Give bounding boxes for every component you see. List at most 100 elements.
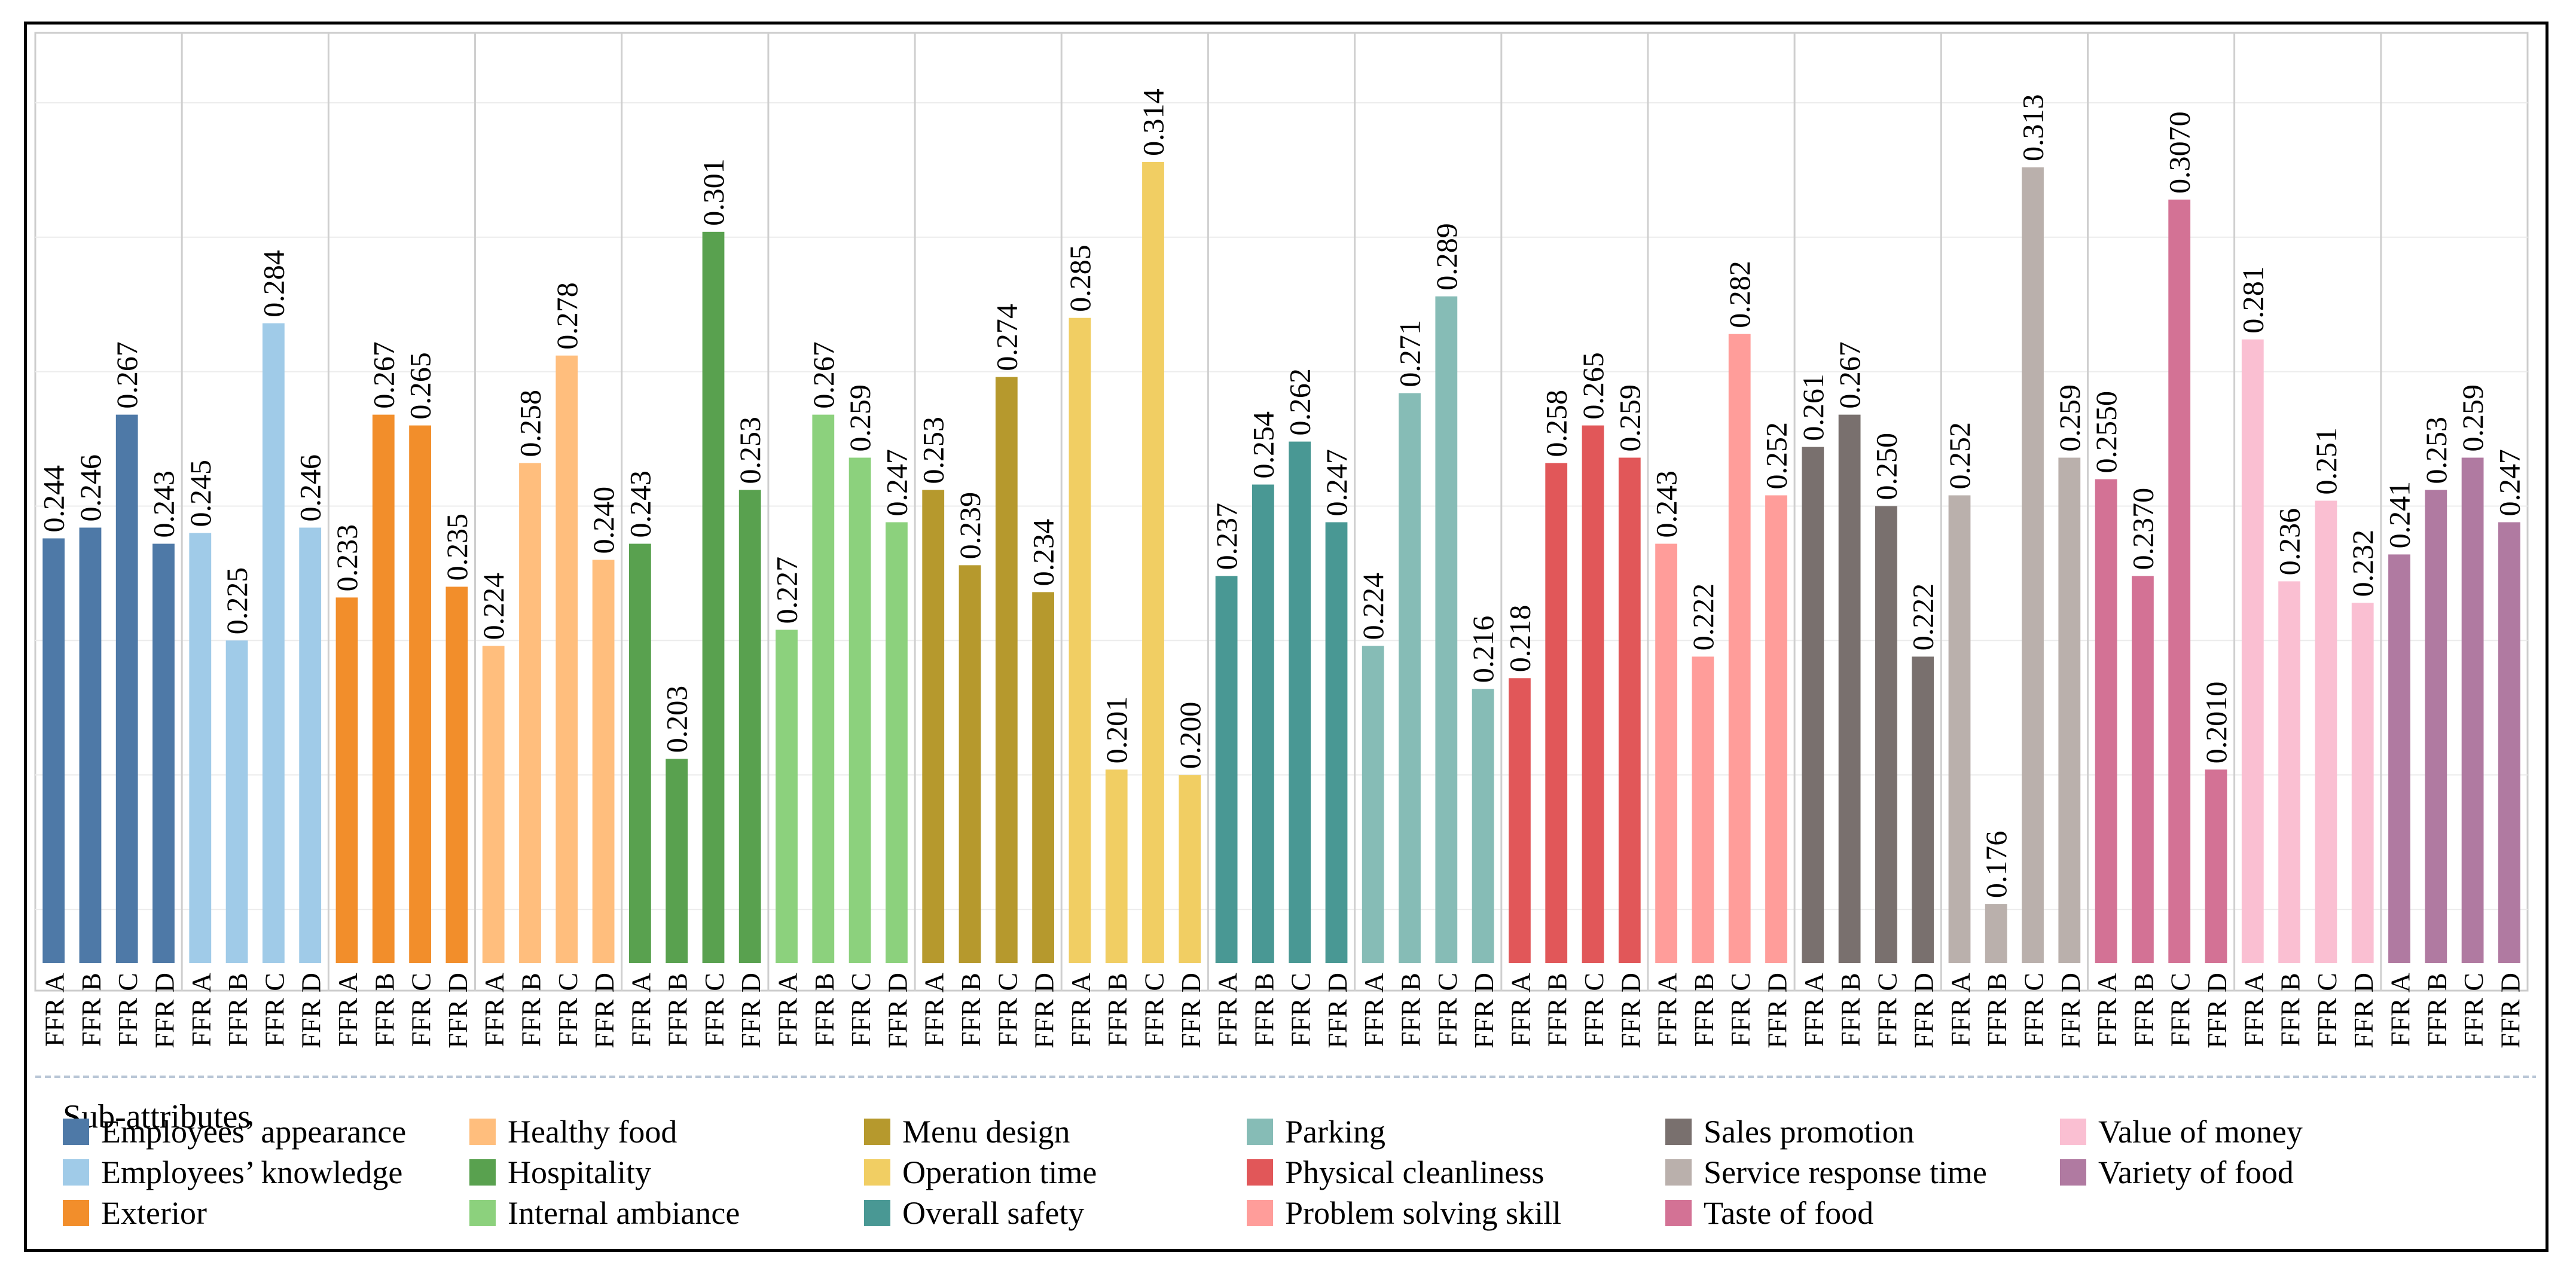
value-label: 0.243 (623, 471, 657, 538)
value-label: 0.247 (2492, 449, 2526, 517)
legend-item: Value of money (2060, 1114, 2303, 1150)
legend-swatch (63, 1159, 89, 1186)
bar (299, 527, 322, 963)
bar (152, 543, 175, 963)
value-label: 0.284 (257, 250, 290, 317)
x-tick-label: FFR C (2165, 973, 2196, 1047)
group-separators (181, 33, 2382, 991)
value-label: 0.267 (1833, 341, 1866, 409)
value-label: 0.232 (2346, 530, 2379, 597)
value-label: 0.236 (2273, 508, 2306, 576)
legend-item: Operation time (864, 1154, 1097, 1190)
x-tick-label: FFR B (809, 973, 840, 1047)
value-label: 0.314 (1137, 88, 1170, 156)
x-tick-label: FFR A (773, 973, 803, 1047)
legend-item: Problem solving skill (1247, 1195, 1561, 1231)
bar (1289, 441, 1311, 963)
x-tick-label: FFR D (2495, 973, 2525, 1049)
bar (629, 543, 651, 963)
bar (1105, 769, 1128, 963)
value-label: 0.278 (550, 282, 584, 350)
legend-label: Service response time (1704, 1154, 1987, 1190)
value-label: 0.259 (843, 384, 877, 452)
legend-label: Parking (1285, 1114, 1385, 1150)
x-tick-label: FFR B (369, 973, 399, 1047)
bar (1472, 689, 1494, 963)
value-label: 0.237 (1210, 503, 1243, 570)
x-tick-label: FFR A (2092, 973, 2122, 1047)
x-tick-label: FFR D (1615, 973, 1646, 1049)
value-label: 0.282 (1723, 261, 1756, 328)
legend-swatch (864, 1159, 890, 1186)
legend-label: Physical cleanliness (1285, 1154, 1545, 1190)
x-tick-label: FFR D (149, 973, 180, 1049)
value-label: 0.3070 (2163, 111, 2196, 194)
x-tick-label: FFR B (222, 973, 253, 1047)
x-tick-label: FFR A (186, 973, 216, 1047)
value-label: 0.271 (1393, 320, 1427, 387)
x-tick-label: FFR B (1542, 973, 1573, 1047)
x-tick-label: FFR C (259, 973, 289, 1047)
bar (1215, 576, 1238, 963)
bar (42, 538, 65, 963)
bar (812, 414, 835, 963)
value-label: 0.243 (1650, 471, 1683, 538)
x-tick-label: FFR A (1945, 973, 1976, 1047)
bar (849, 457, 871, 963)
bar (922, 490, 945, 963)
bar (2241, 339, 2264, 964)
bar (1728, 334, 1751, 964)
bar (2095, 479, 2117, 963)
value-label: 0.240 (587, 487, 620, 554)
value-label: 0.259 (2053, 384, 2086, 452)
value-label: 0.281 (2236, 266, 2269, 334)
legend-swatch (469, 1119, 496, 1145)
x-tick-label: FFR A (625, 973, 656, 1047)
x-tick-label: FFR D (1176, 973, 1206, 1049)
bar (1399, 393, 1421, 963)
x-tick-label: FFR A (2385, 973, 2416, 1047)
value-label: 0.244 (37, 465, 71, 533)
x-tick-label: FFR A (479, 973, 509, 1047)
value-label: 0.274 (990, 304, 1023, 371)
x-tick-label: FFR B (2128, 973, 2159, 1047)
x-tick-labels: FFR A FFR B FFR C FFR D FFR A FFR B FFR C FFR D… (39, 973, 2526, 1049)
value-label: 0.2550 (2089, 391, 2123, 473)
bar (1545, 463, 1568, 963)
bar (2168, 199, 2191, 963)
bar (2498, 522, 2520, 963)
legend-swatch (2060, 1119, 2086, 1145)
legend-swatch (1665, 1119, 1692, 1145)
x-tick-label: FFR C (406, 973, 437, 1047)
legend-item: Healthy food (469, 1114, 677, 1150)
x-tick-label: FFR C (846, 973, 876, 1047)
bar (556, 355, 578, 963)
bar (1032, 592, 1054, 963)
x-tick-label: FFR A (919, 973, 950, 1047)
bar (445, 586, 468, 963)
value-label: 0.233 (330, 524, 364, 592)
legend-label: Hospitality (508, 1154, 651, 1190)
bar (2132, 576, 2154, 963)
bar (1509, 678, 1531, 963)
bar (2425, 490, 2447, 963)
x-tick-label: FFR D (589, 973, 619, 1049)
bar (1692, 656, 1714, 963)
x-tick-label: FFR A (332, 973, 363, 1047)
bar (1142, 161, 1164, 963)
legend-swatch (63, 1200, 89, 1226)
x-tick-label: FFR D (1322, 973, 1353, 1049)
bar (1838, 414, 1861, 963)
value-label: 0.225 (220, 567, 254, 635)
x-tick-label: FFR B (1689, 973, 1719, 1047)
legend-item: Overall safety (864, 1195, 1084, 1231)
bar (1618, 457, 1641, 963)
x-tick-label: FFR C (699, 973, 730, 1047)
value-label: 0.203 (660, 686, 694, 753)
legend-item: Variety of food (2060, 1154, 2294, 1190)
bar (2058, 457, 2081, 963)
x-tick-label: FFR C (1286, 973, 1316, 1047)
legend-label: Problem solving skill (1285, 1195, 1562, 1231)
